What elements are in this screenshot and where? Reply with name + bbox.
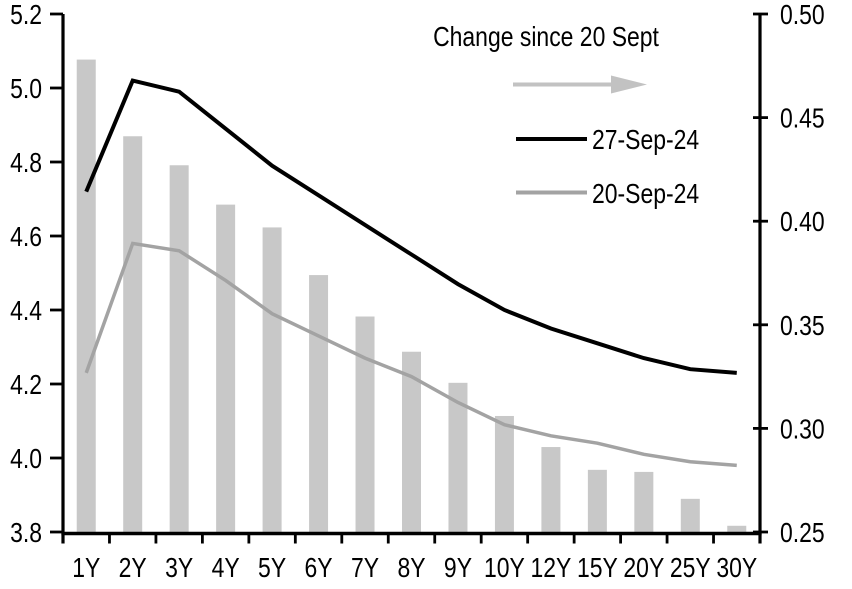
x-axis-label-3Y: 3Y xyxy=(165,553,193,584)
y-axis-left-label: 5.0 xyxy=(10,74,42,105)
bar-20Y xyxy=(634,471,654,533)
x-axis-label-5Y: 5Y xyxy=(258,553,286,584)
y-axis-right-label: 0.30 xyxy=(780,414,825,445)
y-axis-left-label: 4.2 xyxy=(10,370,42,401)
bar-10Y xyxy=(494,415,514,533)
y-axis-left-label: 3.8 xyxy=(10,518,42,549)
x-axis-label-9Y: 9Y xyxy=(444,553,472,584)
y-axis-left-label: 4.6 xyxy=(10,222,42,253)
y-axis-left-label: 4.8 xyxy=(10,148,42,179)
bar-6Y xyxy=(309,275,329,533)
x-axis-label-30Y: 30Y xyxy=(716,553,757,584)
y-axis-left-label: 5.2 xyxy=(10,0,42,31)
plot-area: 3.8 4.0 4.2 4.4 4.6 4.8 5.0 5.2 0.25 0.30 0.35 0.40… xyxy=(10,0,825,584)
legend-title: Change since 20 Sept xyxy=(433,22,659,53)
bar-3Y xyxy=(169,165,189,534)
x-axis-label-4Y: 4Y xyxy=(212,553,240,584)
right-arrow-icon xyxy=(513,75,647,94)
x-axis-label-10Y: 10Y xyxy=(484,553,525,584)
bar-5Y xyxy=(262,227,282,533)
x-axis-label-15Y: 15Y xyxy=(577,553,618,584)
x-axis-label-25Y: 25Y xyxy=(670,553,711,584)
bar-7Y xyxy=(355,316,375,533)
y-axis-left-label: 4.0 xyxy=(10,444,42,475)
bar-9Y xyxy=(448,382,468,533)
bar-25Y xyxy=(680,498,700,533)
y-axis-left-label: 4.4 xyxy=(10,296,42,327)
y-axis-right-label: 0.50 xyxy=(780,0,825,31)
x-axis-label-12Y: 12Y xyxy=(530,553,571,584)
x-axis-label-2Y: 2Y xyxy=(119,553,147,584)
y-axis-right-label: 0.45 xyxy=(780,104,825,135)
legend-label-27-sep: 27-Sep-24 xyxy=(592,125,699,156)
x-axis-label-8Y: 8Y xyxy=(397,553,425,584)
x-axis-label-1Y: 1Y xyxy=(72,553,100,584)
series-line-27-Sep-24 xyxy=(84,78,737,375)
y-axis-right-label: 0.35 xyxy=(780,311,825,342)
y-axis-right-label: 0.40 xyxy=(780,207,825,238)
bar-2Y xyxy=(123,136,143,534)
x-axis-label-6Y: 6Y xyxy=(305,553,333,584)
bar-8Y xyxy=(402,351,421,533)
bar-30Y xyxy=(727,525,747,533)
series-line-20-Sep-24 xyxy=(84,241,737,468)
bar-1Y xyxy=(76,59,96,534)
x-axis-label-7Y: 7Y xyxy=(351,553,379,584)
x-axis-label-20Y: 20Y xyxy=(623,553,664,584)
bar-15Y xyxy=(587,469,607,533)
y-axis-right-label: 0.25 xyxy=(780,518,825,549)
bar-4Y xyxy=(216,204,236,533)
chart-legend: Change since 20 Sept 27-Sep-24 20-Sep-24 xyxy=(433,22,699,210)
legend-label-20-sep: 20-Sep-24 xyxy=(592,179,699,210)
bar-12Y xyxy=(541,447,561,533)
